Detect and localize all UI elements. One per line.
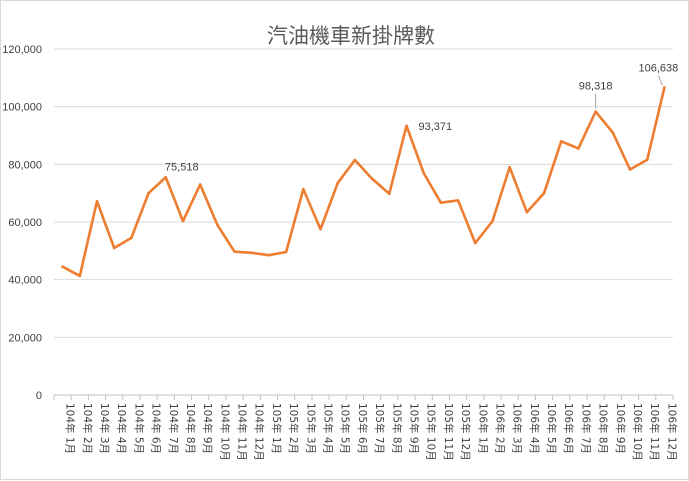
x-tick-label: 105年 1月 xyxy=(270,403,283,454)
x-tick-label: 105年 8月 xyxy=(390,403,403,454)
y-tick-label: 60,000 xyxy=(8,217,42,229)
y-tick-label: 20,000 xyxy=(8,332,42,344)
data-point xyxy=(181,219,185,223)
x-tick-label: 104年 12月 xyxy=(253,403,266,461)
x-tick-label: 106年 6月 xyxy=(562,403,575,454)
data-point xyxy=(130,236,133,240)
x-tick-label: 105年 4月 xyxy=(322,403,335,454)
x-tick-label: 106年 3月 xyxy=(511,403,524,454)
x-tick-label: 106年 8月 xyxy=(597,403,610,454)
x-tick-label: 106年 11月 xyxy=(648,403,661,461)
data-point xyxy=(78,274,82,278)
y-tick-label: 0 xyxy=(36,390,42,402)
data-point xyxy=(611,131,615,134)
y-tick-label: 40,000 xyxy=(8,275,42,287)
x-tick-label: 106年 9月 xyxy=(614,403,627,454)
x-tick-label: 106年 1月 xyxy=(476,403,489,454)
x-tick-label: 105年 5月 xyxy=(339,403,352,454)
chart-title: 汽油機車新掛牌數 xyxy=(267,24,435,48)
data-point xyxy=(645,158,649,162)
x-tick-label: 106年 10月 xyxy=(631,403,644,461)
x-tick-label: 105年 6月 xyxy=(356,403,369,454)
x-tick-label: 104年 5月 xyxy=(132,403,145,454)
x-axis-ticks: 104年 1月 104年 2月 104年 3月 104年 4月 104年 5月 104年 … xyxy=(53,395,678,461)
y-axis-ticks: 0 20,000 40,000 60,000 80,000 100,000 120,000 xyxy=(2,44,42,402)
data-point xyxy=(250,251,254,255)
x-tick-label: 105年 9月 xyxy=(407,403,420,454)
data-point xyxy=(473,241,477,245)
data-label-leader xyxy=(657,75,663,86)
data-label: 75,518 xyxy=(165,161,199,173)
data-point xyxy=(491,219,494,223)
x-tick-label: 104年 4月 xyxy=(115,403,128,454)
data-point xyxy=(422,171,425,175)
x-tick-label: 105年 12月 xyxy=(459,403,472,461)
y-tick-label: 100,000 xyxy=(2,102,42,114)
data-point xyxy=(663,86,666,89)
x-tick-label: 106年 7月 xyxy=(579,403,592,454)
x-tick-label: 104年 10月 xyxy=(218,403,231,461)
data-label: 98,318 xyxy=(579,81,613,93)
x-tick-label: 104年 7月 xyxy=(167,403,180,454)
data-label: 106,638 xyxy=(639,63,679,75)
data-point xyxy=(319,227,322,231)
x-tick-label: 106年 5月 xyxy=(545,403,558,454)
data-point xyxy=(302,187,305,191)
data-point xyxy=(387,192,391,196)
data-label: 93,371 xyxy=(418,121,452,133)
data-point xyxy=(594,110,597,113)
data-point xyxy=(198,183,202,186)
data-point xyxy=(233,250,236,253)
data-point xyxy=(95,199,99,203)
data-point xyxy=(353,158,357,162)
x-tick-label: 105年 11月 xyxy=(442,403,455,461)
x-tick-label: 104年 1月 xyxy=(64,403,77,454)
data-point xyxy=(508,165,511,169)
x-tick-label: 105年 2月 xyxy=(287,403,300,454)
x-tick-label: 106年 2月 xyxy=(493,403,506,454)
x-tick-label: 104年 9月 xyxy=(201,403,214,454)
x-tick-label: 104年 2月 xyxy=(81,403,94,454)
data-point xyxy=(525,210,529,214)
data-point xyxy=(370,177,374,181)
y-tick-label: 120,000 xyxy=(2,44,42,56)
data-point xyxy=(112,246,116,250)
x-tick-label: 104年 11月 xyxy=(236,403,249,461)
data-point xyxy=(542,191,546,195)
gridlines xyxy=(54,48,673,396)
data-point xyxy=(559,139,563,143)
data-point xyxy=(405,124,408,128)
data-point xyxy=(267,253,271,257)
data-labels: 75,518 93,371 98,318 106,638 xyxy=(165,63,678,174)
x-tick-label: 106年 12月 xyxy=(665,403,678,461)
x-tick-label: 104年 3月 xyxy=(98,403,111,454)
data-point xyxy=(164,175,168,179)
x-tick-label: 106年 4月 xyxy=(528,403,541,454)
series-layer xyxy=(61,86,666,278)
data-point xyxy=(628,168,632,171)
data-point xyxy=(284,250,288,254)
x-tick-label: 105年 3月 xyxy=(304,403,317,454)
data-point xyxy=(61,265,64,268)
y-tick-label: 80,000 xyxy=(8,159,42,171)
data-point xyxy=(456,199,460,202)
data-point xyxy=(216,223,219,227)
x-tick-label: 104年 6月 xyxy=(150,403,163,454)
data-point xyxy=(439,201,443,204)
series-line xyxy=(61,86,666,278)
data-point xyxy=(147,191,150,195)
x-tick-label: 104年 8月 xyxy=(184,403,197,454)
x-tick-label: 105年 7月 xyxy=(373,403,386,454)
data-point xyxy=(577,147,580,150)
data-point xyxy=(336,181,340,185)
x-tick-label: 105年 10月 xyxy=(425,403,438,461)
